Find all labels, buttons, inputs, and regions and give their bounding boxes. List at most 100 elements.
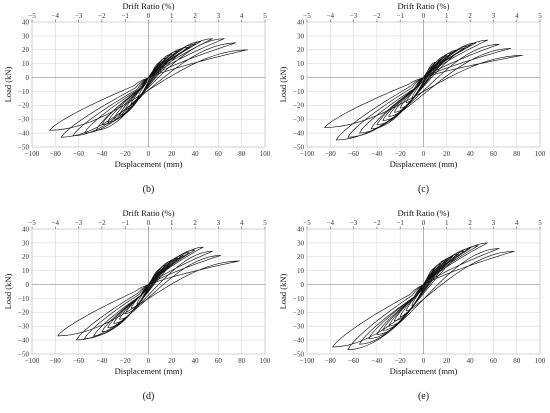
y-tick-label: 30 — [22, 239, 30, 247]
y-tick-label: 10 — [297, 60, 305, 68]
y-tick-label: 40 — [297, 18, 305, 26]
hysteresis-loop — [376, 248, 471, 335]
x-tick-label: −60 — [73, 150, 84, 158]
y-tick-label: −40 — [18, 130, 29, 138]
x2-tick-label: 4 — [240, 12, 244, 20]
x-tick-label: 80 — [238, 357, 246, 365]
x-tick-label: 100 — [260, 150, 271, 158]
x2-tick-label: −1 — [396, 12, 404, 20]
x2-tick-label: 5 — [538, 12, 542, 20]
x2-tick-label: 1 — [445, 219, 449, 227]
panel-caption: (d) — [143, 391, 155, 402]
y-tick-label: 10 — [22, 267, 30, 275]
x-tick-label: 20 — [443, 357, 451, 365]
y-tick-label: 30 — [297, 32, 305, 40]
x2-tick-label: 4 — [240, 219, 244, 227]
x-axis-label: Displacement (mm) — [115, 159, 183, 169]
y-tick-label: 0 — [26, 281, 30, 289]
drift-ratio-label: Drift Ratio (%) — [398, 208, 450, 218]
x2-tick-label: 5 — [263, 12, 267, 20]
x2-tick-label: −3 — [350, 219, 358, 227]
y-tick-label: −20 — [293, 102, 304, 110]
x2-tick-label: −3 — [350, 12, 358, 20]
hysteresis-loop — [359, 242, 488, 345]
hysteresis-series — [49, 38, 248, 138]
x2-tick-label: 2 — [468, 219, 472, 227]
hysteresis-series — [332, 242, 515, 351]
y-tick-label: −10 — [293, 295, 304, 303]
panel-caption: (e) — [418, 391, 429, 402]
x2-tick-label: −1 — [396, 219, 404, 227]
x-tick-label: 20 — [443, 150, 451, 158]
y-tick-label: 10 — [297, 267, 305, 275]
x-tick-label: 60 — [215, 357, 223, 365]
y-tick-label: −10 — [293, 88, 304, 96]
y-tick-label: −20 — [18, 309, 29, 317]
hysteresis-loop — [359, 39, 488, 134]
x-tick-label: 0 — [422, 150, 426, 158]
x2-tick-label: −4 — [52, 219, 60, 227]
x-axis-label: Displacement (mm) — [390, 159, 458, 169]
x-tick-label: −20 — [120, 357, 131, 365]
y-tick-label: −50 — [18, 143, 29, 151]
x2-tick-label: 1 — [170, 219, 174, 227]
x2-tick-label: −1 — [121, 219, 129, 227]
y-tick-label: 20 — [297, 253, 305, 261]
x2-tick-label: −4 — [327, 12, 335, 20]
panel-b: 40 30 20 10 0 −10 −20 −30 −40 −50 −100 −80 −60 −40 −20… — [0, 0, 275, 206]
hysteresis-series — [324, 39, 523, 141]
x2-tick-label: −2 — [98, 219, 106, 227]
x2-tick-label: 2 — [193, 219, 197, 227]
x2-tick-label: 1 — [445, 12, 449, 20]
y-tick-label: −30 — [293, 116, 304, 124]
panel-caption: (b) — [143, 184, 155, 195]
drift-ratio-label: Drift Ratio (%) — [398, 1, 450, 11]
panel-e: 40 30 20 10 0 −10 −20 −30 −40 −50 −100 −80 −60 −40 −20… — [275, 207, 550, 413]
y-tick-label: −40 — [293, 337, 304, 345]
y-tick-label: −50 — [18, 350, 29, 358]
hysteresis-loop — [57, 260, 240, 337]
hysteresis-loop — [72, 38, 225, 137]
x-tick-label: −40 — [371, 357, 382, 365]
y-tick-label: 20 — [297, 46, 305, 54]
x-tick-label: 100 — [535, 150, 546, 158]
x-tick-label: −40 — [96, 357, 107, 365]
hysteresis-loop — [75, 255, 222, 341]
x2-tick-label: 1 — [170, 12, 174, 20]
x2-tick-label: 3 — [217, 219, 221, 227]
y-tick-label: 40 — [22, 225, 30, 233]
y-tick-label: 40 — [22, 18, 30, 26]
x-tick-label: −40 — [371, 150, 382, 158]
x-tick-label: −80 — [50, 150, 61, 158]
x2-tick-label: 4 — [515, 12, 519, 20]
panel-d: 40 30 20 10 0 −10 −20 −30 −40 −50 −100 −80 −60 −40 −20… — [0, 207, 275, 413]
x-tick-label: 60 — [490, 357, 498, 365]
panel-c: 40 30 20 10 0 −10 −20 −30 −40 −50 −100 −80 −60 −40 −20… — [275, 0, 550, 206]
y-tick-label: −10 — [18, 295, 29, 303]
x2-tick-label: 3 — [492, 219, 496, 227]
y-axis-label: Load (kN) — [3, 274, 13, 310]
panel-caption: (c) — [418, 184, 429, 195]
x-tick-label: 80 — [513, 150, 521, 158]
hysteresis-loop — [399, 55, 448, 109]
y-tick-label: 10 — [22, 60, 30, 68]
x2-tick-label: −2 — [98, 12, 106, 20]
x2-tick-label: 5 — [538, 219, 542, 227]
x-tick-label: −100 — [300, 150, 315, 158]
x-tick-label: −60 — [73, 357, 84, 365]
x2-tick-label: 5 — [263, 219, 267, 227]
x-tick-label: 100 — [260, 357, 271, 365]
x2-tick-label: −5 — [303, 219, 311, 227]
x-tick-label: 40 — [467, 150, 475, 158]
x-tick-label: 100 — [535, 357, 546, 365]
x2-tick-label: −3 — [75, 219, 83, 227]
drift-ratio-label: Drift Ratio (%) — [123, 208, 175, 218]
x2-tick-label: 3 — [492, 12, 496, 20]
x-tick-label: −20 — [395, 150, 406, 158]
hysteresis-loop — [49, 49, 248, 131]
hysteresis-loop — [411, 61, 436, 99]
y-axis-label: Load (kN) — [278, 274, 288, 310]
hysteresis-loop — [119, 50, 178, 116]
